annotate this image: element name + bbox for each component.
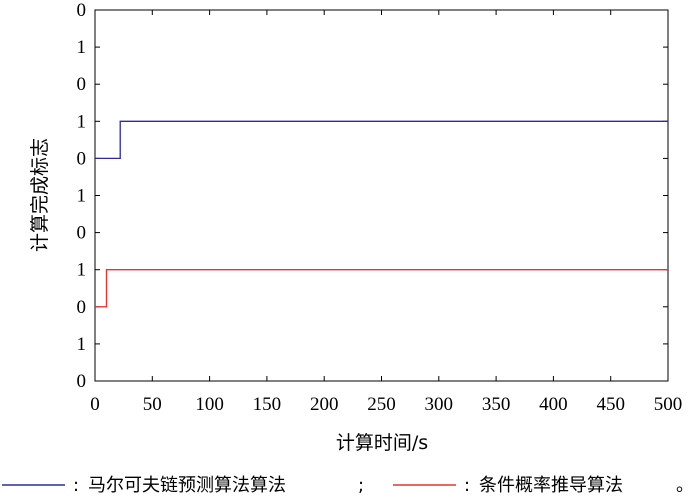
y-tick-label: 0 [77, 148, 87, 169]
y-tick-label: 0 [77, 371, 87, 392]
x-tick-label: 50 [143, 394, 162, 415]
series-line-1 [95, 269, 668, 308]
legend: : 马尔可夫链预测算法算法 ; : 条件概率推导算法 。 [2, 475, 694, 496]
y-tick-label: 0 [77, 0, 87, 21]
x-axis-title: 计算时间/s [336, 432, 428, 454]
y-tick-label: 1 [77, 111, 87, 132]
x-tick-label: 350 [482, 394, 511, 415]
x-tick-label: 400 [539, 394, 568, 415]
legend-prefix-conditional: : [464, 475, 470, 496]
y-tick-label: 0 [77, 297, 87, 318]
y-axis: 0 1 0 1 0 1 0 1 0 1 0 [77, 0, 668, 392]
legend-label-markov: 马尔可夫链预测算法算法 [88, 475, 286, 496]
series-layer [95, 120, 668, 308]
y-tick-label: 1 [77, 260, 87, 281]
y-tick-label: 0 [77, 74, 87, 95]
x-tick-label: 100 [195, 394, 224, 415]
x-tick-label: 500 [654, 394, 683, 415]
y-tick-label: 1 [77, 186, 87, 207]
plot-frame [94, 9, 669, 382]
x-tick-label: 0 [90, 394, 100, 415]
y-axis-title: 计算完成标志 [29, 138, 51, 252]
series-line-0 [95, 120, 668, 160]
legend-prefix-markov: : [73, 475, 79, 496]
x-tick-label: 200 [310, 394, 339, 415]
legend-label-conditional: 条件概率推导算法 [479, 475, 623, 496]
legend-suffix-markov: ; [358, 475, 364, 496]
x-axis: 0 50 100 150 200 250 300 350 400 450 500 [90, 10, 682, 415]
y-tick-label: 0 [77, 223, 87, 244]
legend-suffix-conditional: 。 [676, 475, 694, 496]
x-tick-label: 150 [253, 394, 282, 415]
x-tick-label: 300 [425, 394, 454, 415]
x-tick-label: 450 [596, 394, 625, 415]
y-tick-label: 1 [77, 334, 87, 355]
x-tick-label: 250 [367, 394, 396, 415]
y-tick-label: 1 [77, 37, 87, 58]
